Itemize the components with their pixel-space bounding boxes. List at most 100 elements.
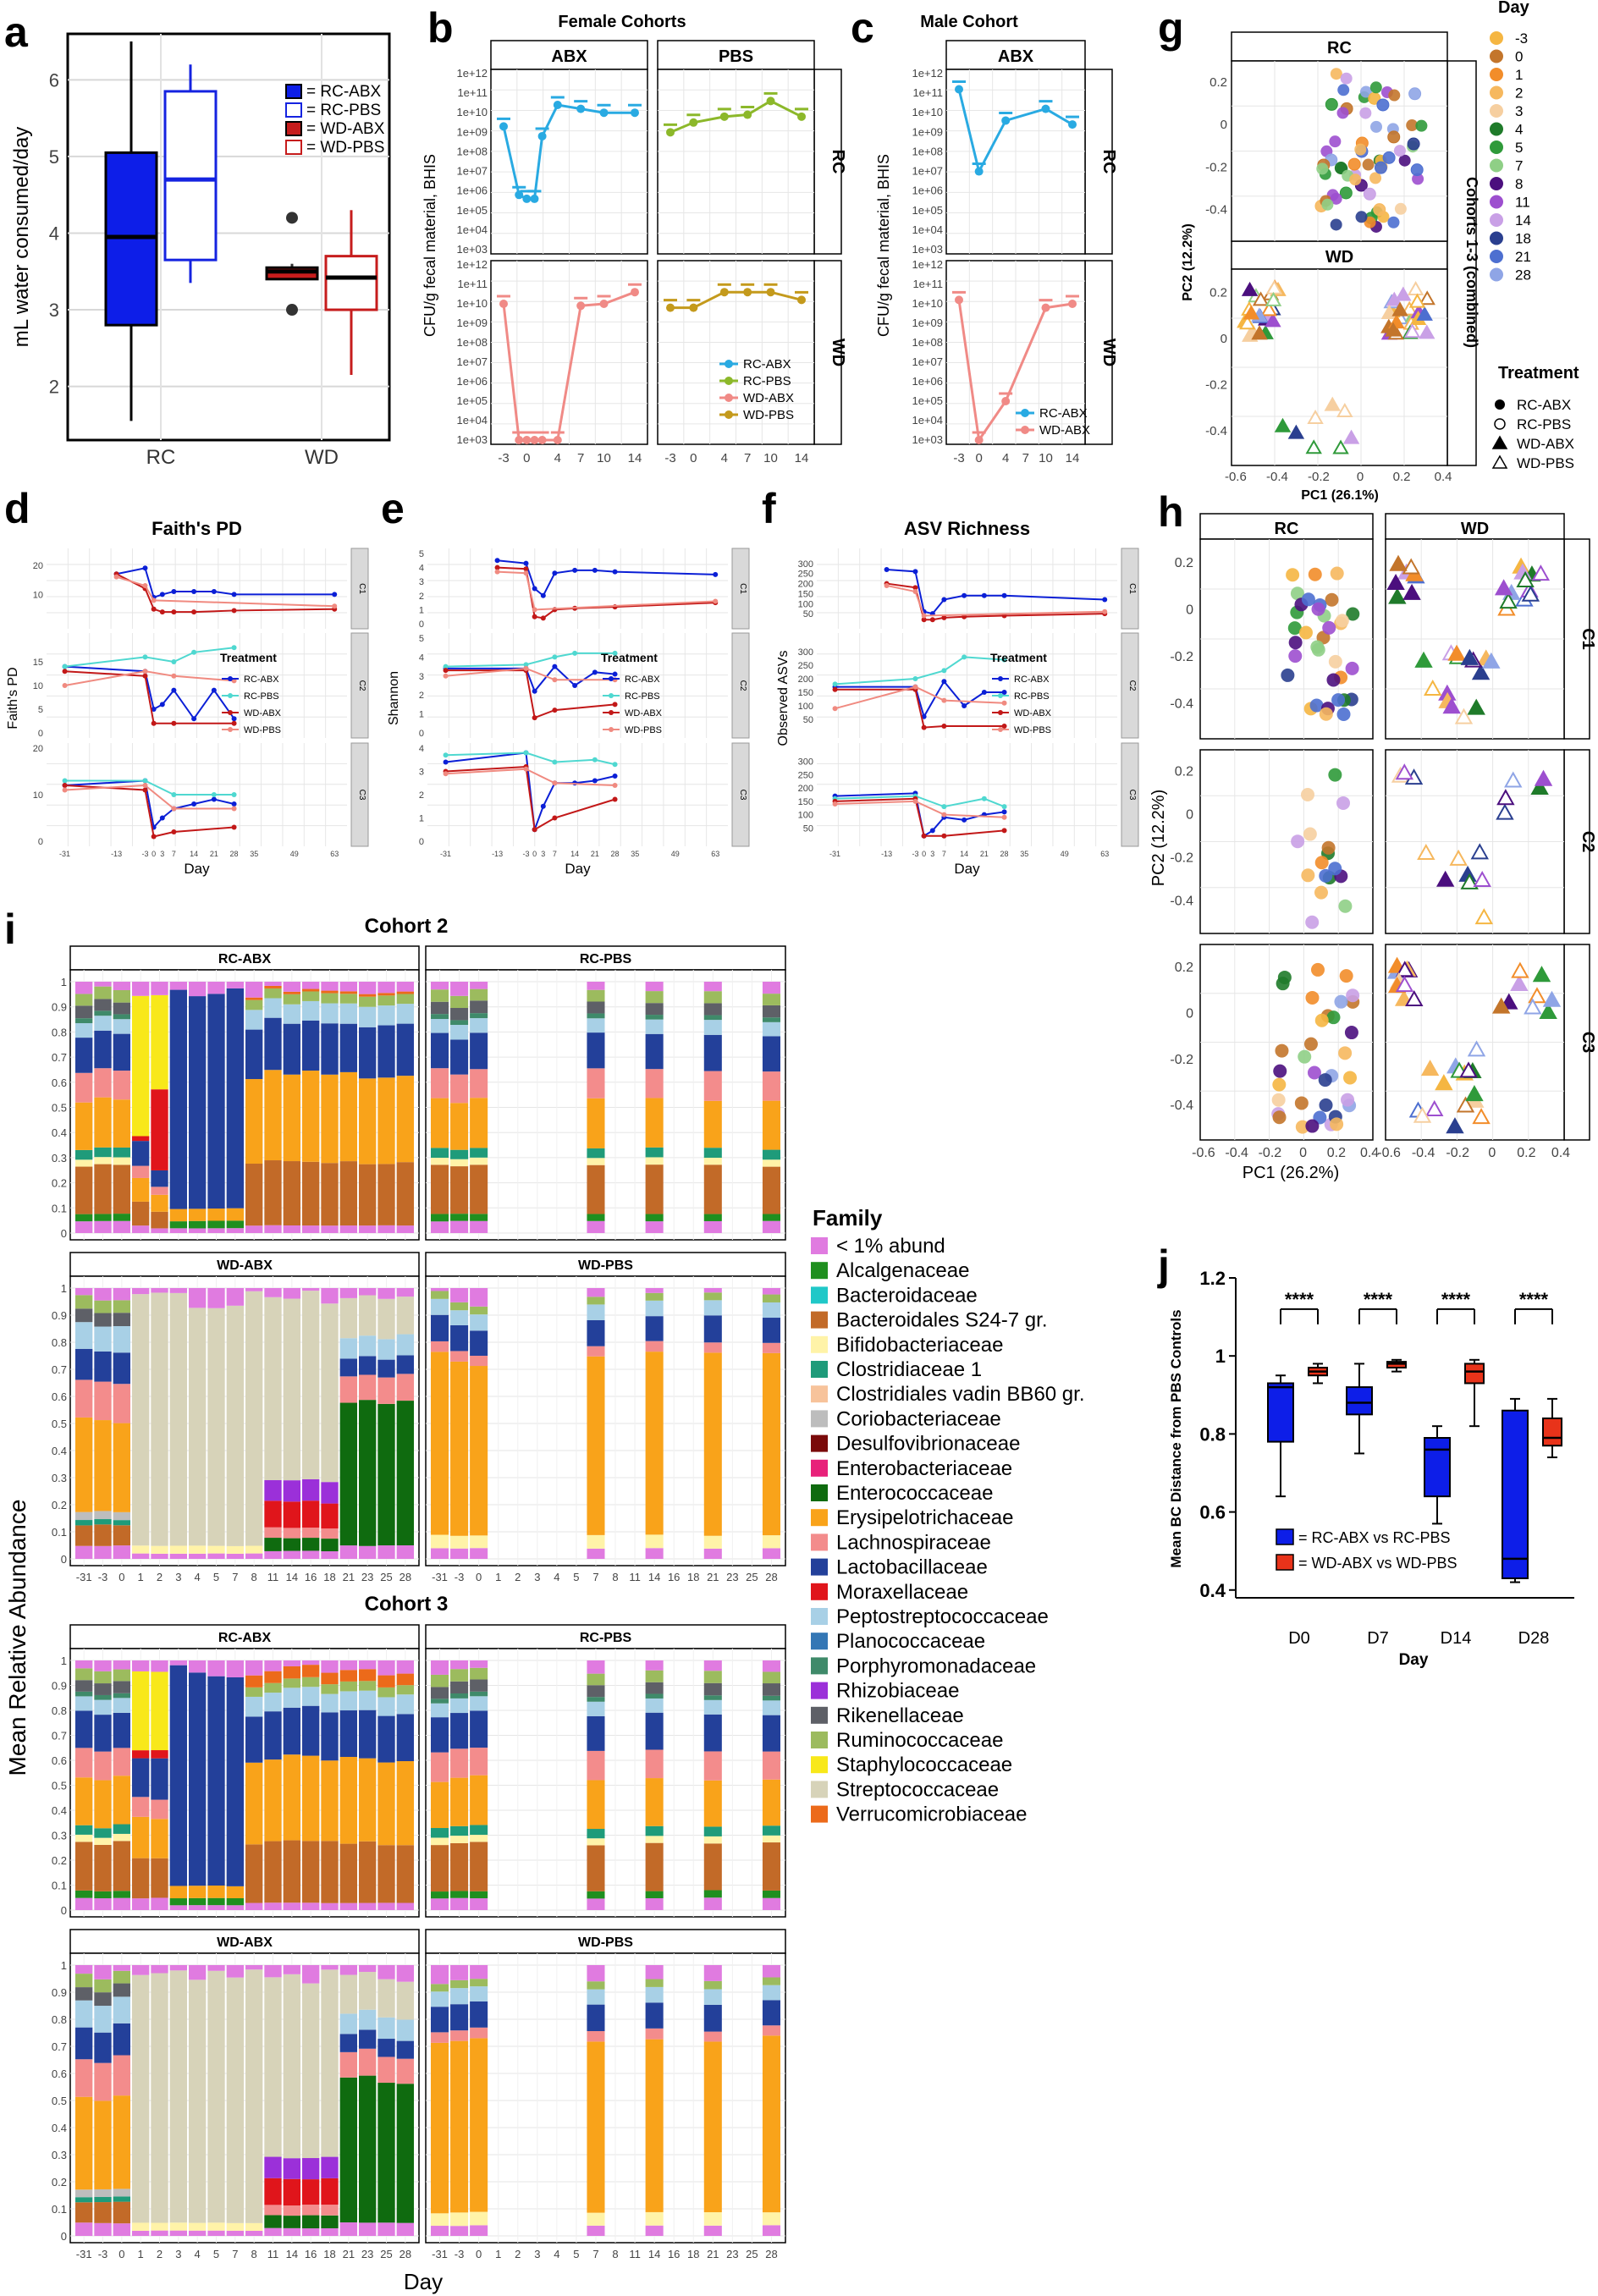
stacked-bar-segment — [94, 1030, 112, 1069]
series-WD-ABX-point — [955, 295, 963, 305]
y-tick-label: 0.8 — [52, 1026, 67, 1038]
scatter-point — [1467, 1040, 1486, 1057]
x-tick-label: 0.4 — [1551, 1146, 1570, 1160]
y-tick-label: 250 — [798, 661, 813, 671]
y-tick-label: 0.5 — [52, 1102, 67, 1115]
y-axis-label: Observed ASVs — [776, 651, 791, 746]
scatter-point — [1309, 698, 1324, 713]
stacked-bar-segment — [339, 1681, 357, 1692]
stacked-bar-segment — [264, 1297, 282, 1480]
stacked-bar-segment — [645, 2002, 664, 2029]
stacked-bar-segment — [703, 1315, 722, 1343]
series-RC-PBS-point — [191, 649, 197, 655]
stacked-bar-segment — [703, 1034, 722, 1071]
stacked-bar-segment — [75, 994, 93, 1006]
stacked-bar-segment — [762, 1897, 780, 1910]
series-RC-ABX-point — [576, 104, 586, 113]
facet-strip — [425, 945, 786, 971]
stacked-bar-segment — [75, 1668, 93, 1681]
scatter-point — [1364, 216, 1376, 228]
stacked-bar-segment — [359, 2048, 377, 2076]
stacked-bar-segment — [207, 1676, 225, 1886]
scatter-point — [1389, 554, 1408, 571]
stacked-bar-segment — [396, 1694, 414, 1715]
y-tick-label: 0.2 — [1175, 556, 1193, 570]
x-tick-label: 10 — [1039, 451, 1053, 465]
stacked-bar-segment — [377, 1077, 395, 1165]
scatter-point — [1407, 137, 1420, 151]
stacked-bar-segment — [703, 1548, 722, 1559]
y-tick-label: 1 — [419, 605, 424, 615]
stacked-bar-segment — [113, 1897, 130, 1910]
stacked-bar-segment — [321, 2227, 339, 2236]
stacked-bar-segment — [189, 1220, 207, 1229]
x-tick-label: -31 — [432, 1571, 448, 1583]
stacked-bar-segment — [587, 1750, 605, 1781]
scatter-point — [1516, 570, 1535, 587]
series-RC-ABX-point — [191, 716, 197, 722]
scatter-point — [1382, 151, 1396, 164]
stacked-bar-segment — [377, 1845, 395, 1903]
stacked-bar-segment — [113, 2196, 130, 2202]
series-RC-PBS-point — [719, 112, 729, 121]
stacked-bar-segment — [587, 1701, 605, 1716]
stacked-bar-segment — [113, 1033, 130, 1071]
legend-swatch — [811, 1583, 828, 1600]
stacked-bar-segment — [132, 1671, 150, 1751]
x-tick-label: 1 — [138, 1571, 144, 1583]
stacked-bar-segment — [283, 1298, 300, 1481]
x-tick-label: -13 — [111, 850, 122, 858]
scatter-point — [1251, 325, 1268, 340]
y-tick-label: 0.6 — [52, 1754, 67, 1767]
stacked-bar-segment — [321, 2156, 339, 2178]
stacked-bar-segment — [169, 2230, 187, 2236]
stacked-bar-segment — [377, 1660, 395, 1676]
stacked-bar-segment — [321, 2205, 339, 2216]
facet-strip-label: ABX — [998, 47, 1034, 66]
series-RC-PBS-point — [1001, 804, 1007, 810]
y-tick-label: 0.8 — [52, 1704, 67, 1717]
stacked-bar-segment — [762, 1166, 780, 1214]
series-RC-ABX-point — [1068, 120, 1077, 129]
y-tick-label: 1e+08 — [912, 145, 943, 157]
stacked-bar-segment — [113, 1014, 130, 1020]
facet-strip-label: C2 — [1127, 680, 1137, 691]
stacked-bar-segment — [450, 1979, 469, 1989]
stacked-bar-segment — [321, 1074, 339, 1164]
stacked-bar-segment — [762, 2025, 780, 2036]
stacked-bar-segment — [587, 1319, 605, 1346]
series-RC-PBS-point — [171, 659, 177, 664]
box-WD-ABX — [1542, 1417, 1562, 1447]
stacked-bar-segment — [264, 1759, 282, 1842]
x-tick-label: -31 — [76, 2248, 92, 2260]
stacked-bar-segment — [302, 1841, 320, 1903]
stacked-bar-segment — [470, 1355, 488, 1367]
stacked-bar-segment — [132, 1165, 150, 1178]
series-RC-ABX-point — [191, 801, 197, 807]
stacked-bar-segment — [94, 1157, 112, 1165]
scatter-point — [1324, 396, 1341, 411]
series-WD-ABX-point — [142, 673, 148, 679]
stacked-bar-segment — [703, 2225, 722, 2236]
stacked-bar-segment — [302, 1755, 320, 1842]
series-WD-PBS-point — [171, 806, 177, 812]
scatter-point — [1370, 120, 1383, 133]
stacked-bar-segment — [94, 1511, 112, 1520]
stacked-bar-segment — [113, 2023, 130, 2056]
stacked-bar-segment — [75, 1545, 93, 1559]
series-RC-ABX-point — [1001, 809, 1007, 815]
scatter-point — [1385, 322, 1402, 337]
scatter-point — [1435, 1074, 1453, 1091]
stacked-bar-segment — [470, 1835, 488, 1842]
y-tick-label: 1e+03 — [456, 243, 488, 256]
scatter-point — [1319, 1098, 1333, 1112]
scatter-point — [1395, 976, 1414, 993]
legend-swatch — [811, 1335, 828, 1353]
stacked-bar-segment — [587, 1304, 605, 1320]
panel-label-c: c — [851, 4, 874, 52]
legend-label: Bacteroidales S24-7 gr. — [836, 1309, 1047, 1332]
stacked-bar-segment — [94, 2101, 112, 2189]
facet-strip-label: WD-PBS — [578, 1935, 633, 1950]
x-tick-label: 0 — [1357, 470, 1364, 484]
